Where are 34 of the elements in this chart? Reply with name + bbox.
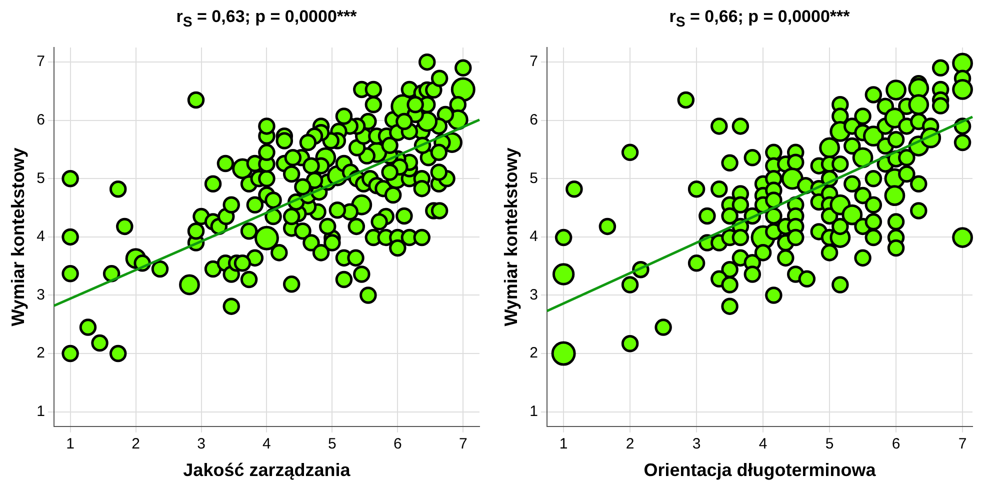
x-axis-title: Jakość zarządzania [183, 460, 352, 480]
x-tick-label: 4 [758, 436, 768, 453]
x-tick-label: 2 [626, 436, 634, 453]
y-tick-label: 3 [36, 286, 45, 304]
x-tick-label: 7 [958, 436, 967, 453]
y-tick-label: 6 [36, 112, 45, 129]
y-tick-label: 1 [530, 402, 538, 420]
y-tick-label: 7 [36, 53, 45, 70]
x-tick-label: 1 [559, 436, 568, 453]
x-tick-label: 4 [262, 436, 271, 453]
x-tick-label: 6 [892, 436, 900, 453]
y-tick-label: 4 [530, 228, 538, 246]
x-tick-label: 3 [692, 436, 701, 453]
chart-title: r$_{S}$ = 0,66; p = 0,0000*** [668, 6, 851, 32]
x-tick-label: 6 [393, 436, 402, 453]
x-axis-title: Orientacja długoterminowa [644, 460, 877, 480]
y-tick-label: 3 [530, 286, 538, 304]
y-tick-label: 2 [36, 344, 45, 362]
y-tick-label: 1 [36, 402, 45, 420]
x-tick-label: 5 [328, 436, 336, 453]
x-tick-label: 1 [66, 436, 74, 453]
y-tick-label: 5 [530, 170, 538, 187]
y-tick-label: 5 [36, 170, 45, 187]
x-tick-label: 5 [825, 436, 834, 453]
x-tick-label: 2 [132, 436, 140, 453]
y-axis-title: Wymiar kontekstowy [500, 148, 521, 326]
y-tick-label: 4 [36, 228, 45, 246]
y-tick-label: 7 [530, 53, 538, 70]
chart-title: r$_{S}$ = 0,63; p = 0,0000*** [175, 6, 358, 32]
x-tick-label: 3 [197, 436, 206, 453]
y-tick-label: 6 [530, 112, 538, 129]
x-tick-label: 7 [458, 436, 468, 453]
y-axis-title: Wymiar kontekstowy [8, 148, 28, 326]
y-tick-label: 2 [530, 344, 538, 362]
